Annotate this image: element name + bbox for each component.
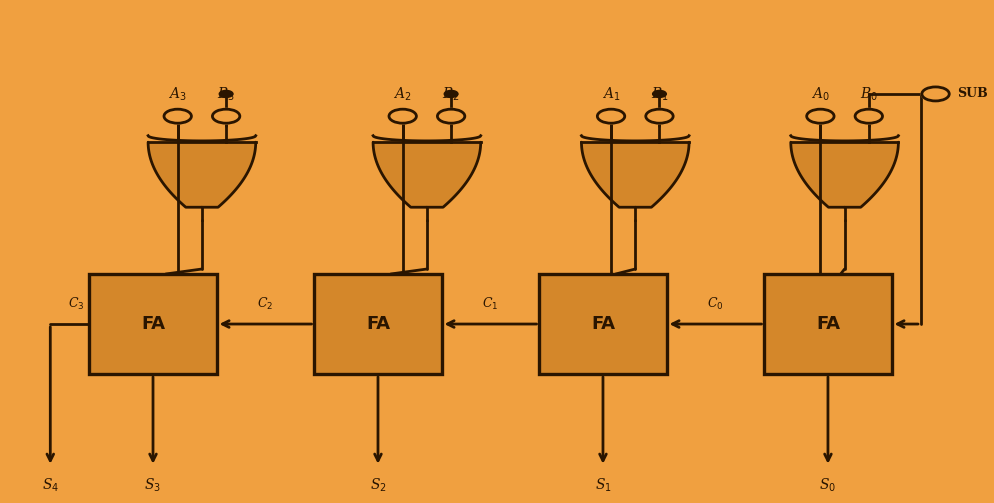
Polygon shape [581, 142, 689, 207]
Circle shape [444, 91, 458, 98]
Bar [89, 274, 217, 374]
Text: B$_2$: B$_2$ [442, 86, 460, 103]
Text: S$_4$: S$_4$ [42, 477, 59, 494]
Polygon shape [373, 142, 481, 207]
Circle shape [807, 109, 834, 123]
Text: A$_3$: A$_3$ [168, 86, 187, 103]
Circle shape [921, 87, 949, 101]
Text: FA: FA [366, 315, 390, 333]
Text: S$_3$: S$_3$ [144, 477, 161, 494]
Text: B$_1$: B$_1$ [650, 86, 668, 103]
Text: B$_3$: B$_3$ [217, 86, 236, 103]
Bar [540, 274, 667, 374]
Circle shape [653, 91, 666, 98]
Text: FA: FA [591, 315, 615, 333]
Text: S$_2$: S$_2$ [370, 477, 387, 494]
Text: A$_0$: A$_0$ [811, 86, 830, 103]
Text: A$_1$: A$_1$ [601, 86, 620, 103]
Circle shape [164, 109, 192, 123]
Circle shape [855, 109, 883, 123]
Circle shape [437, 109, 465, 123]
Circle shape [389, 109, 416, 123]
Text: FA: FA [816, 315, 840, 333]
Circle shape [220, 91, 233, 98]
Text: B$_0$: B$_0$ [860, 86, 878, 103]
Text: SUB: SUB [957, 88, 988, 101]
Polygon shape [148, 142, 255, 207]
Circle shape [597, 109, 625, 123]
Text: S$_1$: S$_1$ [594, 477, 611, 494]
Text: S$_0$: S$_0$ [819, 477, 837, 494]
Circle shape [213, 109, 240, 123]
Polygon shape [791, 142, 899, 207]
Text: A$_2$: A$_2$ [394, 86, 412, 103]
Text: C$_3$: C$_3$ [68, 295, 84, 311]
Bar [764, 274, 892, 374]
Text: C$_1$: C$_1$ [482, 295, 499, 311]
Bar [314, 274, 441, 374]
Circle shape [646, 109, 673, 123]
Text: FA: FA [141, 315, 165, 333]
Text: C$_0$: C$_0$ [707, 295, 724, 311]
Text: C$_2$: C$_2$ [257, 295, 273, 311]
